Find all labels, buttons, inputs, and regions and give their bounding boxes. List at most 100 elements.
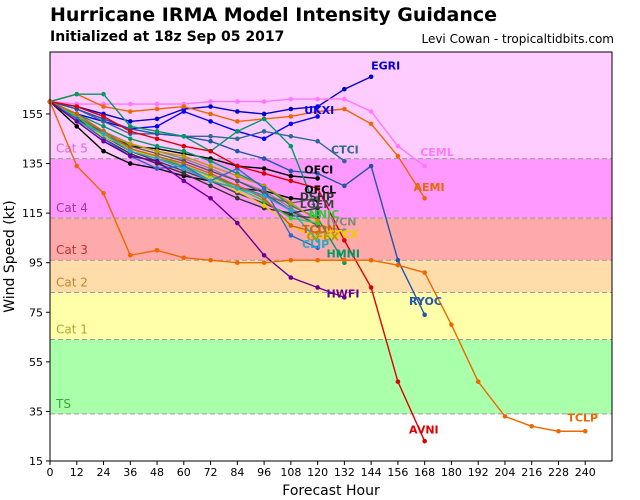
- point-aemi: [315, 109, 320, 114]
- point-avni: [368, 285, 374, 290]
- model-label-ofci: OFCI: [304, 163, 333, 176]
- point-ofcl: [127, 161, 133, 166]
- point-hwfi: [74, 119, 80, 124]
- point-ctci: [261, 129, 267, 134]
- point-ofci: [261, 166, 267, 171]
- x-tick-label: 24: [97, 466, 111, 479]
- point-clip: [101, 131, 106, 137]
- point-dshp: [235, 195, 240, 201]
- point-ngfd: [288, 143, 294, 149]
- point-aemi: [101, 104, 106, 109]
- point-aemi: [422, 195, 427, 201]
- band-label-cat-4: Cat 4: [56, 201, 88, 215]
- x-tick-label: 168: [414, 466, 435, 479]
- point-ukxi: [261, 136, 267, 142]
- point-egri: [235, 109, 240, 114]
- point-hwfi: [235, 220, 240, 226]
- model-label-ofcl: OFCL: [304, 183, 336, 196]
- point-gfsi: [288, 233, 294, 238]
- point-egri: [127, 119, 133, 124]
- point-ryoc: [261, 156, 267, 161]
- point-tclp: [449, 322, 454, 327]
- point-aemi: [127, 109, 133, 114]
- point-ngfd: [181, 133, 187, 139]
- point-hwfi: [101, 138, 106, 144]
- point-aemi: [154, 106, 160, 112]
- series-line-hwfi: [49, 101, 345, 299]
- point-egri: [261, 111, 267, 117]
- model-series: [47, 74, 588, 444]
- y-tick-label: 55: [29, 356, 43, 369]
- point-ceml: [315, 96, 320, 102]
- model-label-nnic: NNIC: [309, 208, 340, 221]
- model-label-ukxi: UKXI: [304, 104, 334, 117]
- y-tick-label: 75: [29, 306, 43, 319]
- x-tick-label: 36: [123, 466, 137, 479]
- point-ngfd: [235, 129, 240, 134]
- point-aemi: [368, 121, 374, 127]
- model-label-aemi: AEMI: [414, 181, 445, 194]
- point-tclp: [475, 379, 481, 384]
- x-tick-label: 12: [70, 466, 84, 479]
- point-tclp: [208, 257, 213, 263]
- point-ceml: [368, 109, 374, 114]
- model-label-ctcx: CTCX: [327, 228, 360, 241]
- band-label-ts: TS: [55, 397, 71, 411]
- point-egri: [368, 74, 374, 80]
- point-gfsi: [315, 245, 320, 251]
- point-hwfi: [288, 275, 294, 280]
- point-ngfd: [127, 124, 133, 129]
- point-ctci: [208, 133, 213, 139]
- point-cotc: [315, 230, 320, 236]
- point-tclp: [395, 262, 401, 268]
- point-dshp: [208, 183, 213, 189]
- model-label-clip: CLIP: [302, 238, 329, 251]
- point-avni: [74, 104, 80, 109]
- point-avni: [154, 136, 160, 142]
- x-tick-label: 132: [334, 466, 355, 479]
- point-ceml: [288, 96, 294, 102]
- point-hwfi: [127, 153, 133, 159]
- point-ofcl: [101, 148, 106, 154]
- model-label-avni: AVNI: [409, 424, 439, 437]
- point-ceml: [395, 143, 401, 149]
- point-ctci: [342, 158, 347, 164]
- point-gfex: [288, 200, 294, 206]
- y-tick-label: 95: [29, 257, 43, 270]
- point-egri: [342, 86, 347, 92]
- point-aemi: [395, 153, 401, 159]
- x-tick-label: 228: [548, 466, 569, 479]
- point-aemi: [181, 104, 187, 109]
- point-ofcl: [74, 124, 80, 129]
- point-ngfd: [154, 129, 160, 134]
- point-hmni: [181, 148, 187, 154]
- point-gfex: [208, 163, 213, 169]
- point-hmni: [127, 136, 133, 142]
- point-ukxi: [288, 121, 294, 127]
- point-ofci: [288, 173, 294, 179]
- x-tick-label: 84: [230, 466, 244, 479]
- point-hwfi: [315, 285, 320, 290]
- point-dshp: [315, 205, 320, 211]
- x-tick-label: 192: [468, 466, 489, 479]
- point-tclp: [154, 248, 160, 253]
- point-gfex: [315, 218, 320, 223]
- model-label-ctci: CTCI: [331, 144, 359, 157]
- y-axis-label: Wind Speed (kt): [2, 200, 18, 313]
- point-ryoc: [235, 148, 240, 154]
- band-cat-4: [50, 158, 612, 219]
- point-ryoc: [208, 138, 213, 144]
- point-ngfd: [74, 91, 80, 97]
- series-line-hmni: [49, 100, 345, 264]
- point-avni: [101, 114, 106, 119]
- model-label-ryoc: RYOC: [409, 295, 442, 308]
- point-avni: [127, 129, 133, 134]
- band-cat-2: [50, 260, 612, 293]
- point-hwfi: [154, 158, 160, 164]
- point-ctci: [288, 133, 294, 139]
- y-tick-label: 135: [22, 158, 43, 171]
- x-tick-label: 144: [361, 466, 382, 479]
- point-aemi: [235, 119, 240, 124]
- point-avni: [422, 438, 427, 444]
- point-clip: [181, 166, 187, 171]
